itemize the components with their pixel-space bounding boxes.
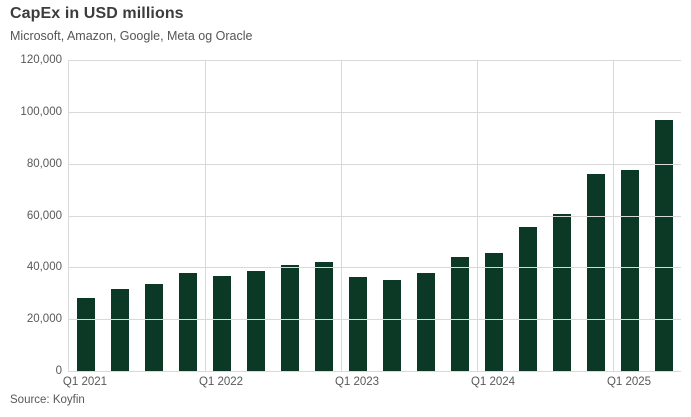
- bar-slot: [409, 60, 443, 371]
- x-gridline: [477, 60, 478, 371]
- x-gridline: [204, 60, 206, 371]
- x-tick-label: Q1 2024: [470, 376, 516, 388]
- y-tick-label: 0: [55, 365, 62, 377]
- bar-q4-2024: [587, 174, 605, 371]
- x-tick-label: Q1 2021: [62, 376, 108, 388]
- bar-q1-2025: [621, 170, 639, 371]
- bar-q4-2021: [179, 273, 197, 371]
- x-gridline: [340, 60, 342, 371]
- bar-slot: [205, 60, 239, 371]
- bar-q1-2023: [349, 276, 367, 371]
- y-tick-label: 20,000: [26, 313, 62, 326]
- bar-q3-2021: [145, 283, 163, 371]
- x-axis: Q1 2021 Q1 2022 Q1 2023 Q1 2024 Q1 2025: [63, 376, 680, 394]
- y-tick-label: 80,000: [26, 157, 62, 170]
- x-tick-label: Q1 2022: [198, 376, 244, 388]
- y-tick-label: 60,000: [26, 209, 62, 222]
- y-tick-label: 100,000: [20, 105, 62, 118]
- x-tick-label: Q1 2023: [334, 376, 380, 388]
- bar-q3-2024: [553, 213, 571, 371]
- bar-q4-2023: [451, 256, 469, 371]
- y-gridline: [69, 215, 681, 217]
- bar-slot: [137, 60, 171, 371]
- y-gridline: [69, 267, 681, 269]
- y-gridline: [69, 60, 681, 61]
- bar-slot: [103, 60, 137, 371]
- bar-q1-2021: [77, 298, 95, 371]
- bar-slot: [375, 60, 409, 371]
- chart-subtitle: Microsoft, Amazon, Google, Meta og Oracl…: [10, 29, 253, 43]
- bar-slot: [171, 60, 205, 371]
- y-gridline: [69, 319, 681, 321]
- bar-series: [69, 60, 681, 371]
- x-gridline: [612, 60, 614, 371]
- y-gridline: [69, 111, 681, 113]
- bar-q2-2021: [111, 289, 129, 371]
- bar-q1-2022: [213, 276, 231, 371]
- bar-q2-2023: [383, 280, 401, 371]
- y-tick-label: 120,000: [20, 54, 62, 66]
- bar-q2-2025: [655, 119, 673, 371]
- bar-slot: [273, 60, 307, 371]
- bar-slot: [307, 60, 341, 371]
- bar-slot: [545, 60, 579, 371]
- bar-slot: [69, 60, 103, 371]
- source-note: Source: Koyfin: [10, 394, 85, 406]
- y-gridline: [69, 163, 681, 165]
- bar-slot: [477, 60, 511, 371]
- bar-q3-2023: [417, 272, 435, 371]
- y-tick-label: 40,000: [26, 261, 62, 274]
- plot-area: [68, 60, 681, 372]
- bar-q3-2022: [281, 264, 299, 371]
- bar-slot: [511, 60, 545, 371]
- bar-q2-2022: [247, 270, 265, 371]
- y-axis: 0 20,000 40,000 60,000 80,000 100,000 120,000: [0, 54, 62, 377]
- bar-slot: [443, 60, 477, 371]
- bar-slot: [613, 60, 647, 371]
- bar-slot: [239, 60, 273, 371]
- chart-title: CapEx in USD millions: [10, 5, 184, 22]
- bar-slot: [647, 60, 681, 371]
- bar-q2-2024: [519, 227, 537, 371]
- bar-slot: [341, 60, 375, 371]
- bar-q4-2022: [315, 261, 333, 371]
- bar-q1-2024: [485, 253, 503, 371]
- bar-slot: [579, 60, 613, 371]
- x-tick-label: Q1 2025: [606, 376, 652, 388]
